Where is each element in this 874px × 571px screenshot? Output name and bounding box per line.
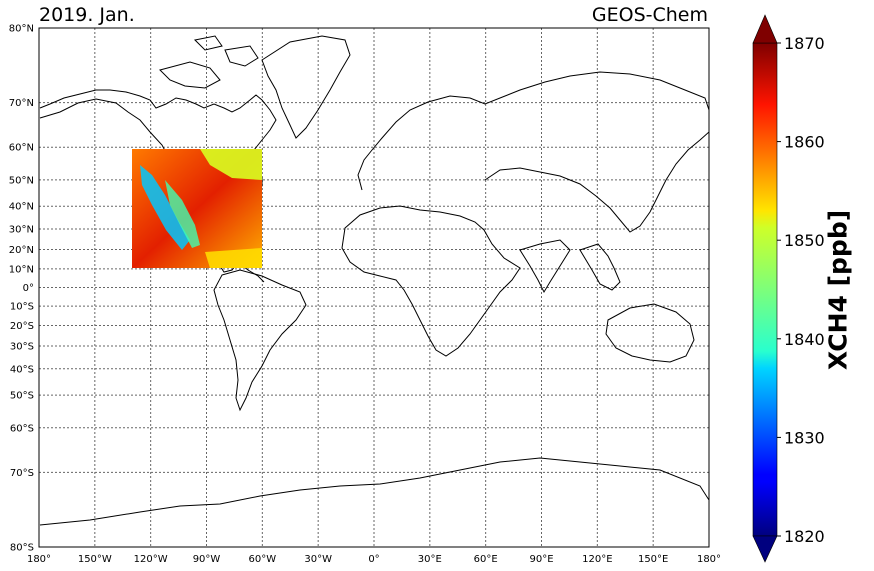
colorbar-tick-label: 1840 [784, 330, 825, 349]
lon-tick-label: 60°W [249, 554, 277, 565]
lon-tick-label: 30°W [304, 554, 332, 565]
lon-tick-label: 0° [368, 554, 379, 565]
model-title: GEOS-Chem [591, 4, 708, 26]
xch4-north-yellow [200, 149, 262, 180]
lat-tick-label: 10°S [10, 302, 34, 313]
lon-tick-label: 180° [697, 554, 721, 565]
coast-australia [605, 303, 695, 363]
coast-south-america [213, 269, 307, 412]
lat-tick-label: 10°N [9, 264, 34, 275]
coast-europe [357, 71, 709, 191]
colorbar-tick-label: 1870 [784, 34, 825, 53]
lon-tick-label: 120°W [134, 554, 168, 565]
colorbar-tick-label: 1830 [784, 428, 825, 447]
lon-tick-label: 150°E [638, 554, 668, 565]
lat-tick-label: 50°S [10, 391, 34, 402]
lat-tick-label: 60°S [10, 423, 34, 434]
lat-tick-label: 20°N [9, 245, 34, 256]
xch4-south-yellow [205, 248, 262, 268]
lat-tick-label: 70°N [9, 98, 34, 109]
lat-tick-label: 0° [23, 283, 34, 294]
lat-tick-label: 50°N [9, 175, 34, 186]
coastlines [39, 35, 709, 526]
colorbar-max-extend [752, 14, 778, 44]
lat-tick-label: 80°S [10, 543, 34, 554]
xch4-field [132, 149, 262, 268]
lat-tick-label: 20°S [10, 321, 34, 332]
coast-asia [484, 131, 709, 233]
lon-tick-label: 60°E [474, 554, 498, 565]
longitude-axis: 180° 150°W 120°W 90°W 60°W 30°W 0° 30°E 60°E 90°E… [27, 554, 721, 565]
lat-tick-label: 70°S [10, 468, 34, 479]
colorbar-tick-label: 1860 [784, 133, 825, 152]
colorbar-tick-label: 1850 [784, 231, 825, 250]
lon-tick-label: 180° [27, 554, 51, 565]
coast-se-asia [579, 243, 621, 291]
lat-tick-label: 30°N [9, 224, 34, 235]
lat-tick-label: 40°N [9, 202, 34, 213]
lat-tick-label: 80°N [9, 24, 34, 35]
colorbar-tick-label: 1820 [784, 527, 825, 546]
lon-tick-label: 150°W [78, 554, 112, 565]
colorbar-min-extend [752, 535, 778, 563]
colorbar-body [752, 42, 778, 537]
lon-tick-label: 90°W [193, 554, 221, 565]
lon-tick-label: 30°E [418, 554, 442, 565]
xch4-low-band [140, 165, 190, 250]
coast-africa [341, 205, 521, 357]
lon-tick-label: 90°E [529, 554, 553, 565]
map-frame [38, 27, 710, 548]
colorbar-ticks: 1820 1830 1840 1850 1860 1870 [777, 34, 825, 546]
latitude-axis: 80°N 70°N 60°N 50°N 40°N 30°N 20°N 10°N 0° 10°S 20… [9, 24, 34, 554]
date-title: 2019. Jan. [39, 4, 135, 26]
coast-india [519, 239, 571, 294]
coast-antarctica [39, 457, 709, 526]
lon-tick-label: 120°E [582, 554, 612, 565]
coast-arctic-islands [159, 35, 259, 89]
lat-tick-label: 40°S [10, 364, 34, 375]
coast-greenland [261, 35, 351, 139]
graticule [39, 28, 709, 547]
xch4-mid-band [165, 180, 200, 248]
colorbar-label: XCH4 [ppb] [823, 209, 853, 371]
colorbar: 1820 1830 1840 1850 1860 1870 [752, 14, 825, 563]
lat-tick-label: 30°S [10, 342, 34, 353]
lat-tick-label: 60°N [9, 143, 34, 154]
